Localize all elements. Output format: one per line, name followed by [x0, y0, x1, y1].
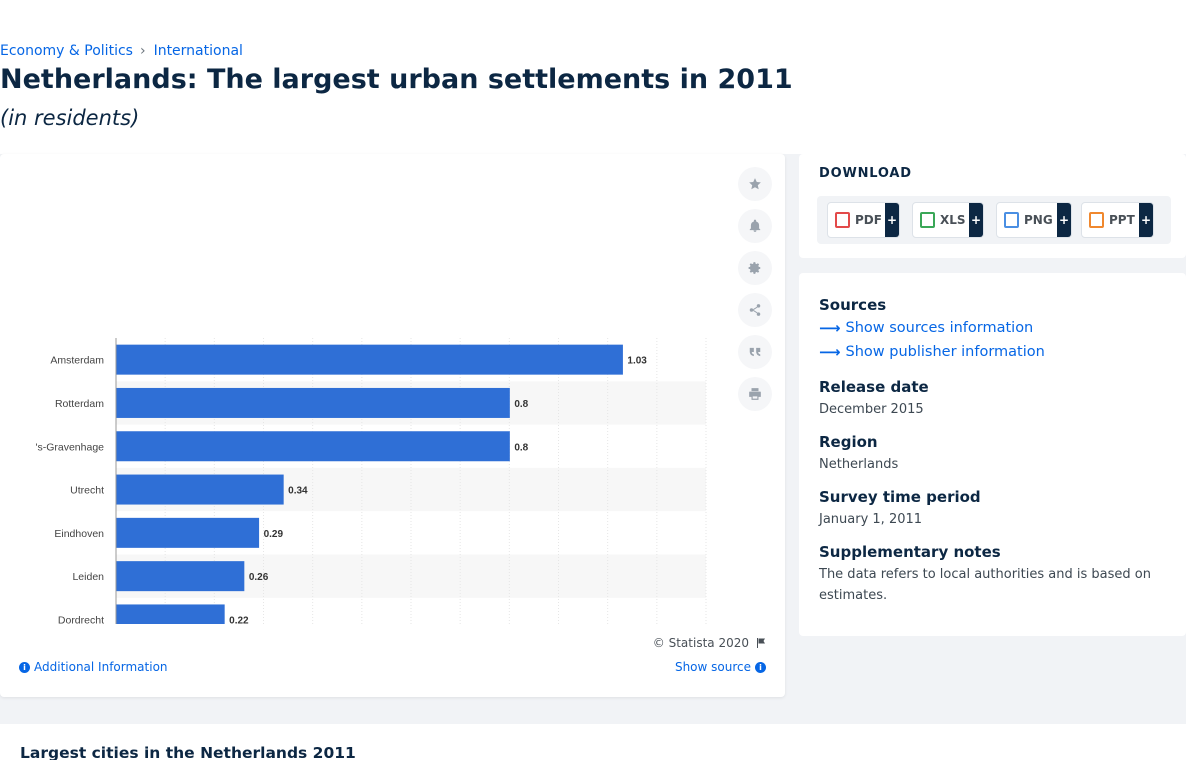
survey-period-heading: Survey time period — [819, 488, 981, 506]
top-navigation-bar — [0, 0, 1186, 36]
print-icon[interactable] — [738, 377, 772, 411]
show-sources-label: Show sources information — [845, 320, 1034, 336]
ppt-file-icon — [1089, 212, 1104, 228]
category-label: Amsterdam — [50, 355, 104, 367]
category-label: Dordrecht — [58, 614, 104, 624]
info-icon: i — [755, 661, 766, 673]
bar — [116, 431, 510, 462]
bar — [116, 561, 245, 592]
sources-heading: Sources — [819, 296, 887, 314]
download-pdf-button[interactable]: PDF + — [827, 202, 900, 238]
release-date-value: December 2015 — [819, 402, 924, 417]
data-label: 0.26 — [249, 572, 269, 583]
data-label: 0.8 — [514, 399, 528, 410]
additional-information-label: Additional Information — [34, 660, 168, 674]
category-label: Leiden — [72, 571, 104, 583]
bar — [116, 344, 623, 375]
download-png-plus[interactable]: + — [1057, 203, 1071, 237]
data-label: 0.22 — [229, 615, 249, 624]
page-subtitle: (in residents) — [0, 106, 140, 130]
category-label: Eindhoven — [54, 528, 104, 540]
download-xls-label: XLS — [940, 213, 966, 227]
breadcrumb: Economy & Politics › International — [0, 43, 243, 59]
copyright-text: © Statista 2020 — [652, 636, 749, 650]
show-source-link[interactable]: Show source i — [675, 660, 766, 674]
show-source-label: Show source — [674, 660, 751, 674]
quote-icon[interactable] — [738, 335, 772, 369]
bar — [116, 474, 284, 505]
download-buttons: PDF + XLS + PNG + PPT + — [817, 196, 1171, 244]
region-value: Netherlands — [819, 457, 899, 472]
flag-icon[interactable] — [755, 637, 767, 649]
gear-icon[interactable] — [738, 251, 772, 285]
download-title: DOWNLOAD — [819, 166, 912, 181]
download-xls-button[interactable]: XLS + — [912, 202, 984, 238]
bar-chart: 00.10.20.30.40.50.60.70.80.911.11.2Amste… — [35, 338, 707, 624]
arrow-right-icon: ⟶ — [819, 343, 841, 361]
category-label: 's-Gravenhage — [35, 441, 104, 453]
bar — [116, 604, 225, 624]
download-ppt-button[interactable]: PPT + — [1081, 202, 1154, 238]
pdf-file-icon — [835, 212, 850, 228]
download-png-button[interactable]: PNG + — [996, 202, 1072, 238]
star-icon[interactable] — [738, 167, 772, 201]
bar — [116, 387, 510, 418]
download-png-label: PNG — [1024, 213, 1053, 227]
supplementary-notes-heading: Supplementary notes — [819, 543, 1001, 561]
category-label: Rotterdam — [55, 398, 104, 410]
page-header — [0, 36, 1186, 154]
download-card: DOWNLOAD PDF + XLS + PNG + PPT + — [799, 154, 1186, 258]
page-title: Netherlands: The largest urban settlemen… — [0, 64, 793, 95]
share-icon[interactable] — [738, 293, 772, 327]
statistic-details-card: Sources ⟶ Show sources information ⟶ Sho… — [799, 273, 1186, 636]
additional-information-link[interactable]: i Additional Information — [19, 660, 168, 674]
breadcrumb-economy-politics[interactable]: Economy & Politics — [0, 43, 133, 59]
download-ppt-label: PPT — [1109, 213, 1135, 227]
chart-copyright: © Statista 2020 — [653, 636, 767, 650]
breadcrumb-international[interactable]: International — [153, 43, 243, 59]
show-publisher-label: Show publisher information — [845, 344, 1045, 360]
region-heading: Region — [819, 433, 878, 451]
data-label: 0.34 — [288, 486, 308, 497]
data-label: 0.8 — [514, 442, 528, 453]
bell-icon[interactable] — [738, 209, 772, 243]
arrow-right-icon: ⟶ — [819, 319, 841, 337]
download-pdf-plus[interactable]: + — [885, 203, 899, 237]
download-pdf-label: PDF — [855, 213, 882, 227]
info-icon: i — [19, 661, 30, 673]
related-statistic-card — [0, 724, 1186, 760]
chart-card: 00.10.20.30.40.50.60.70.80.911.11.2Amste… — [0, 154, 785, 697]
supplementary-notes-value: The data refers to local authorities and… — [819, 567, 1151, 603]
data-label: 1.03 — [627, 356, 647, 367]
data-label: 0.29 — [264, 529, 284, 540]
release-date-heading: Release date — [819, 378, 929, 396]
download-ppt-plus[interactable]: + — [1139, 203, 1153, 237]
xls-file-icon — [920, 212, 935, 228]
category-label: Utrecht — [70, 485, 104, 497]
breadcrumb-separator: › — [139, 43, 146, 59]
show-sources-link[interactable]: ⟶ Show sources information — [819, 319, 1033, 337]
download-xls-plus[interactable]: + — [969, 203, 983, 237]
show-publisher-link[interactable]: ⟶ Show publisher information — [819, 343, 1045, 361]
related-statistic-title[interactable]: Largest cities in the Netherlands 2011 — [20, 744, 356, 760]
survey-period-value: January 1, 2011 — [819, 512, 923, 527]
png-file-icon — [1004, 212, 1019, 228]
bar — [116, 517, 260, 548]
